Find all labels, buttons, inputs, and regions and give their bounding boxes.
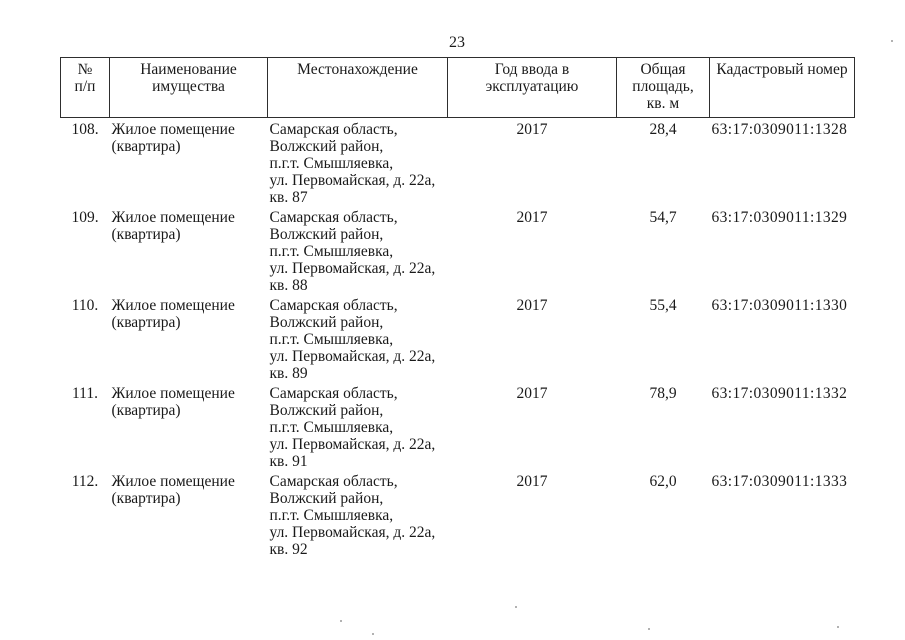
cell-year: 2017 (516, 121, 548, 138)
table-row: 108. Жилое помещение (квартира) Самарска… (61, 118, 855, 207)
cell-year: 2017 (516, 297, 548, 314)
table-row: 111. Жилое помещение (квартира) Самарска… (61, 382, 855, 470)
scan-speck (372, 633, 374, 635)
col-header-name: Наименование имущества (109, 57, 268, 118)
cell-location: Самарская область, Волжский район, п.г.т… (269, 297, 436, 382)
cell-location: Самарская область, Волжский район, п.г.т… (269, 473, 436, 558)
cell-name: Жилое помещение (квартира) (111, 297, 235, 331)
cell-num: 108. (71, 121, 99, 138)
cell-year: 2017 (516, 385, 548, 402)
page-number: 23 (449, 34, 465, 51)
scan-speck (515, 606, 517, 608)
cell-name: Жилое помещение (квартира) (111, 473, 235, 507)
col-header-cadastral: Кадастровый номер (709, 57, 855, 118)
cell-cadastral: 63:17:0309011:1328 (711, 121, 848, 138)
cell-location: Самарская область, Волжский район, п.г.т… (269, 385, 436, 470)
cell-area: 54,7 (649, 209, 677, 226)
cell-area: 78,9 (649, 385, 677, 402)
scan-speck (837, 626, 839, 628)
scan-speck (648, 628, 650, 630)
cell-name: Жилое помещение (квартира) (111, 121, 235, 155)
col-header-year: Год ввода в эксплуатацию (447, 57, 617, 118)
cell-area: 62,0 (649, 473, 677, 490)
cell-location: Самарская область, Волжский район, п.г.т… (269, 121, 436, 206)
table-header: № п/п Наименование имущества Местонахожд… (60, 57, 855, 118)
col-header-num: № п/п (60, 57, 110, 118)
cell-cadastral: 63:17:0309011:1333 (711, 473, 848, 490)
cell-area: 28,4 (649, 121, 677, 138)
table-row: 112. Жилое помещение (квартира) Самарска… (61, 470, 855, 558)
cell-num: 110. (71, 297, 99, 314)
cell-num: 109. (71, 209, 99, 226)
cell-year: 2017 (516, 209, 548, 226)
table-row: 110. Жилое помещение (квартира) Самарска… (61, 294, 855, 382)
cell-location: Самарская область, Волжский район, п.г.т… (269, 209, 436, 294)
cell-name: Жилое помещение (квартира) (111, 209, 235, 243)
table-row: 109. Жилое помещение (квартира) Самарска… (61, 206, 855, 294)
scan-speck (891, 40, 893, 42)
cell-cadastral: 63:17:0309011:1332 (711, 385, 848, 402)
table-body: 108. Жилое помещение (квартира) Самарска… (61, 118, 855, 558)
cell-num: 111. (72, 385, 98, 402)
cell-name: Жилое помещение (квартира) (111, 385, 235, 419)
cell-cadastral: 63:17:0309011:1330 (711, 297, 848, 314)
property-table: № п/п Наименование имущества Местонахожд… (60, 57, 855, 558)
scan-speck (340, 620, 342, 622)
cell-area: 55,4 (649, 297, 677, 314)
cell-cadastral: 63:17:0309011:1329 (711, 209, 848, 226)
cell-num: 112. (71, 473, 99, 490)
cell-year: 2017 (516, 473, 548, 490)
col-header-location: Местонахождение (267, 57, 448, 118)
col-header-area: Общая площадь, кв. м (616, 57, 710, 118)
